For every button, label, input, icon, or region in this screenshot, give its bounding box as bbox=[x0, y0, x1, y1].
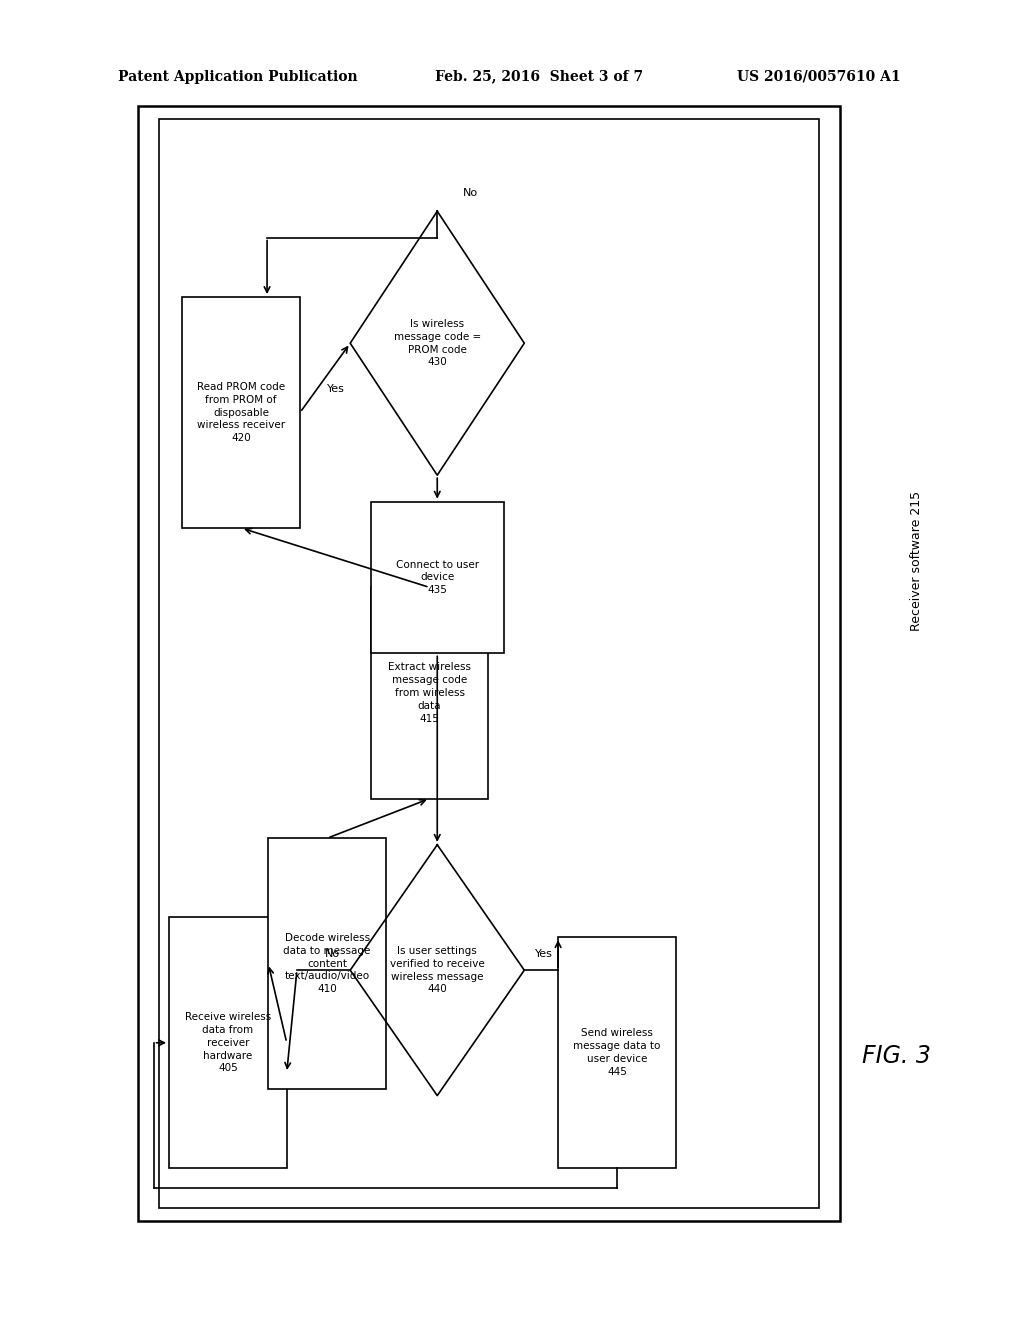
Bar bbox=[138, 106, 840, 1221]
Bar bbox=[169, 917, 287, 1168]
Text: Decode wireless
data to message
content
text/audio/video
410: Decode wireless data to message content … bbox=[284, 933, 371, 994]
Text: Patent Application Publication: Patent Application Publication bbox=[118, 70, 357, 83]
Bar bbox=[268, 838, 386, 1089]
Bar bbox=[159, 119, 819, 1208]
Bar bbox=[182, 297, 300, 528]
Text: Feb. 25, 2016  Sheet 3 of 7: Feb. 25, 2016 Sheet 3 of 7 bbox=[435, 70, 643, 83]
Text: Read PROM code
from PROM of
disposable
wireless receiver
420: Read PROM code from PROM of disposable w… bbox=[197, 381, 286, 444]
Text: Extract wireless
message code
from wireless
data
415: Extract wireless message code from wirel… bbox=[388, 663, 471, 723]
Text: Yes: Yes bbox=[535, 949, 552, 960]
Text: Yes: Yes bbox=[328, 384, 345, 395]
Text: Send wireless
message data to
user device
445: Send wireless message data to user devic… bbox=[573, 1028, 660, 1077]
Text: Is wireless
message code =
PROM code
430: Is wireless message code = PROM code 430 bbox=[393, 319, 481, 367]
Bar bbox=[558, 937, 676, 1168]
Text: FIG. 3: FIG. 3 bbox=[861, 1044, 931, 1068]
Text: No: No bbox=[325, 949, 340, 960]
Text: Connect to user
device
435: Connect to user device 435 bbox=[395, 560, 479, 595]
Text: No: No bbox=[463, 187, 478, 198]
Text: Receive wireless
data from
receiver
hardware
405: Receive wireless data from receiver hard… bbox=[184, 1012, 271, 1073]
Text: US 2016/0057610 A1: US 2016/0057610 A1 bbox=[737, 70, 901, 83]
Bar bbox=[371, 502, 504, 653]
Bar bbox=[371, 587, 488, 799]
Text: Receiver software 215: Receiver software 215 bbox=[910, 491, 923, 631]
Text: Is user settings
verified to receive
wireless message
440: Is user settings verified to receive wir… bbox=[390, 946, 484, 994]
